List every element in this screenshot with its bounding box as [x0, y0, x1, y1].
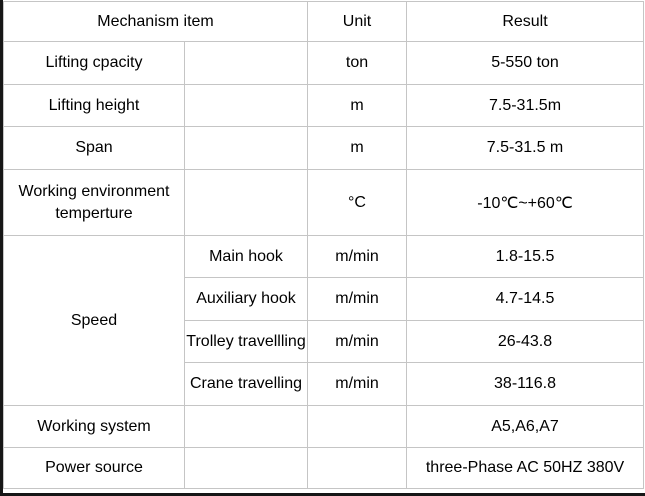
cell-sub-item — [183, 126, 309, 170]
cell-mechanism-item: Lifting cpacity — [3, 41, 185, 85]
table-row-span: Span m 7.5-31.5 m — [3, 126, 645, 170]
header-result: Result — [406, 1, 645, 42]
cell-unit — [307, 447, 408, 489]
cell-mechanism-item: Working system — [3, 405, 185, 448]
cell-result: 4.7-14.5 — [406, 277, 645, 321]
table-row-lifting-capacity: Lifting cpacity ton 5-550 ton — [3, 41, 645, 85]
table-row-speed-crane-travelling: Crane travelling m/min 38-116.8 — [4, 362, 645, 406]
cell-unit: ton — [307, 41, 408, 85]
cell-unit: m/min — [307, 320, 408, 363]
cell-sub-item — [183, 84, 309, 127]
table-row-speed-auxiliary-hook: Auxiliary hook m/min 4.7-14.5 — [4, 277, 645, 321]
cell-result: 1.8-15.5 — [406, 235, 645, 278]
table-row-working-environment: Working environment temperture °C -10℃~+… — [3, 169, 645, 236]
cell-mechanism-item: Working environment temperture — [3, 169, 185, 236]
table-header-row: Mechanism item Unit Result — [3, 1, 645, 42]
cell-sub-item: Main hook — [183, 235, 309, 278]
cell-result: -10℃~+60℃ — [406, 169, 645, 236]
cell-mechanism-item-speed: Speed — [3, 235, 185, 406]
cell-mechanism-item: Span — [3, 126, 185, 170]
cell-unit: °C — [307, 169, 408, 236]
cell-sub-item: Trolley travellling — [183, 320, 309, 363]
header-mechanism-item: Mechanism item — [3, 1, 309, 42]
cell-unit: m/min — [307, 362, 408, 406]
cell-result: 38-116.8 — [406, 362, 645, 406]
cell-result: 7.5-31.5 m — [406, 126, 645, 170]
cell-sub-item — [183, 169, 309, 236]
table-row-speed-main-hook: Speed Main hook m/min 1.8-15.5 — [3, 235, 645, 406]
cell-result: 7.5-31.5m — [406, 84, 645, 127]
cell-unit — [307, 405, 408, 448]
cell-unit: m/min — [307, 277, 408, 321]
cell-sub-item — [183, 41, 309, 85]
cell-result: three-Phase AC 50HZ 380V — [406, 447, 645, 489]
cell-mechanism-item: Power source — [3, 447, 185, 489]
table-row-power-source: Power source three-Phase AC 50HZ 380V — [3, 447, 645, 489]
table-row-lifting-height: Lifting height m 7.5-31.5m — [3, 84, 645, 127]
cell-sub-item: Crane travelling — [183, 362, 309, 406]
crane-spec-table: Mechanism item Unit Result Lifting cpaci… — [3, 1, 645, 489]
cell-result: 26-43.8 — [406, 320, 645, 363]
header-unit: Unit — [307, 1, 408, 42]
cell-unit: m — [307, 126, 408, 170]
table-row-speed-trolley-travelling: Trolley travellling m/min 26-43.8 — [4, 320, 645, 363]
cell-sub-item — [183, 447, 309, 489]
cell-unit: m — [307, 84, 408, 127]
cell-mechanism-item: Lifting height — [3, 84, 185, 127]
cell-result: 5-550 ton — [406, 41, 645, 85]
cell-sub-item — [183, 405, 309, 448]
cell-result: A5,A6,A7 — [406, 405, 645, 448]
cell-sub-item: Auxiliary hook — [183, 277, 309, 321]
table-row-working-system: Working system A5,A6,A7 — [3, 405, 645, 448]
cell-unit: m/min — [307, 235, 408, 278]
